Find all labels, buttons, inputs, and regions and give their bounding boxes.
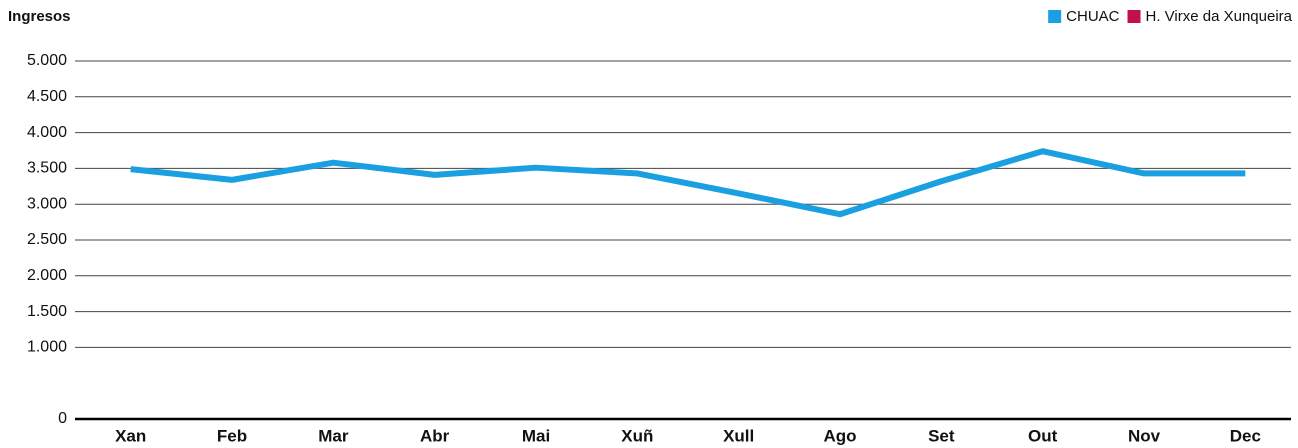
- legend-swatch: [1048, 10, 1062, 23]
- y-tick-label: 0: [58, 410, 67, 427]
- x-tick-label: Out: [1028, 426, 1058, 445]
- y-tick-label: 1.000: [27, 339, 67, 356]
- x-tick-label: Abr: [420, 426, 450, 445]
- y-tick-label: 2.500: [27, 231, 67, 248]
- x-tick-label: Xan: [115, 426, 146, 445]
- y-tick-label: 3.500: [27, 160, 67, 177]
- y-tick-label: 4.500: [27, 88, 67, 105]
- x-tick-label: Set: [928, 426, 955, 445]
- legend-label: CHUAC: [1066, 8, 1120, 25]
- y-tick-label: 4.000: [27, 124, 67, 141]
- y-tick-label: 1.500: [27, 303, 67, 320]
- y-tick-label: 3.000: [27, 195, 67, 212]
- x-tick-label: Xuñ: [621, 426, 653, 445]
- x-tick-label: Nov: [1128, 426, 1161, 445]
- chart-title: Ingresos: [8, 8, 71, 25]
- legend-swatch: [1127, 10, 1141, 23]
- legend-label: H. Virxe da Xunqueira: [1146, 8, 1293, 25]
- x-tick-label: Xull: [723, 426, 754, 445]
- x-tick-label: Mar: [318, 426, 349, 445]
- x-tick-label: Ago: [823, 426, 856, 445]
- series-line: [130, 148, 1246, 218]
- x-tick-label: Feb: [217, 426, 247, 445]
- y-tick-label: 5.000: [27, 52, 67, 69]
- x-tick-label: Dec: [1230, 426, 1261, 445]
- x-tick-label: Mai: [522, 426, 550, 445]
- y-tick-label: 2.000: [27, 267, 67, 284]
